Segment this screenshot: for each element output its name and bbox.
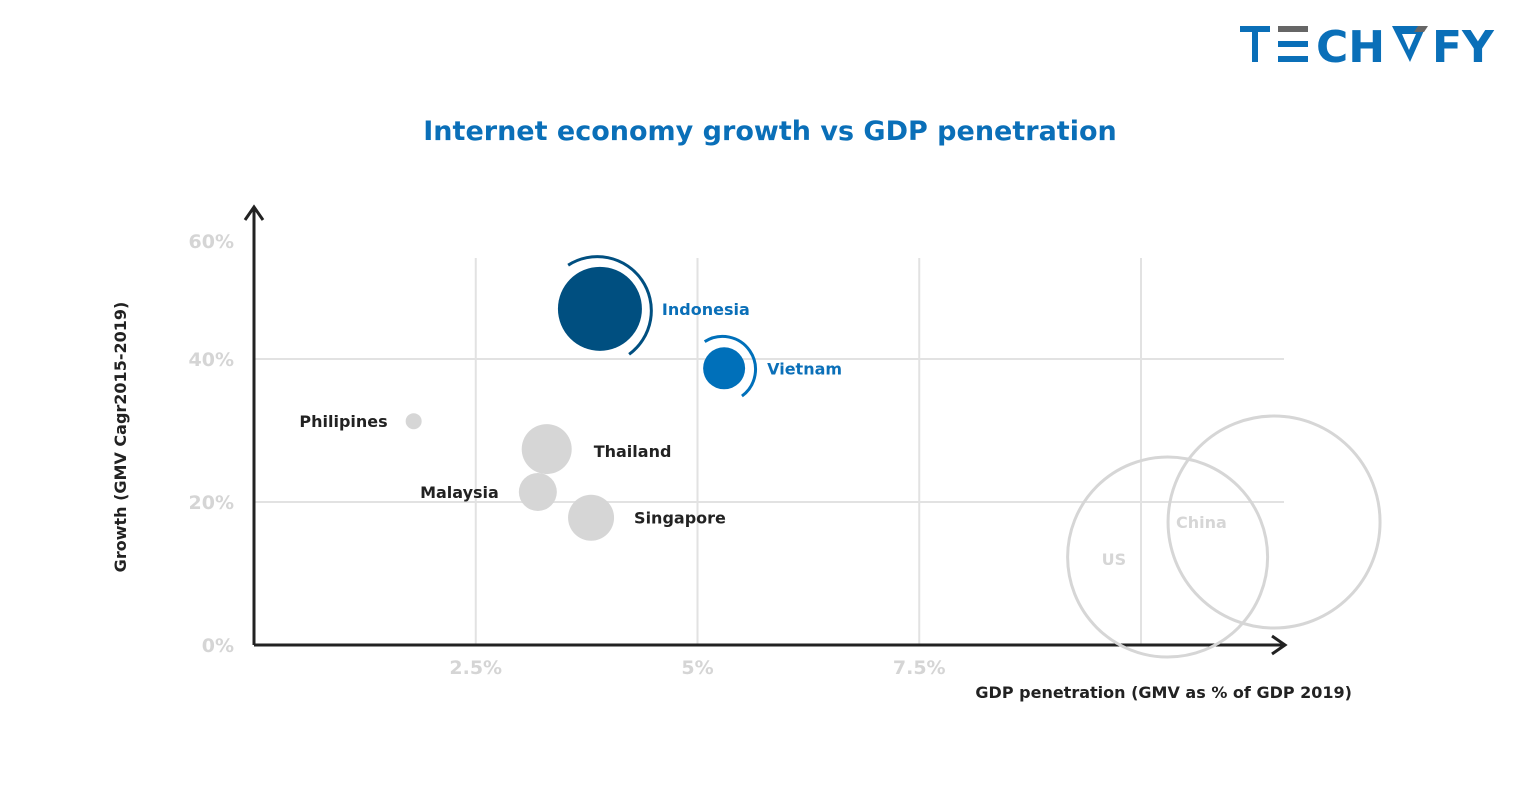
highlight-ring [703, 334, 757, 398]
y-tick-label: 0% [202, 635, 234, 657]
highlight-ring [567, 255, 653, 356]
bubble-singapore: Singapore [568, 494, 726, 541]
point-label: US [1102, 550, 1127, 569]
bubble-mark [1166, 414, 1382, 630]
techvfy-logo: CH FY [1240, 22, 1495, 64]
x-tick-label: 7.5% [893, 657, 946, 679]
bubble-china: China [1166, 414, 1382, 630]
x-tick-label: 5% [681, 657, 713, 679]
bubble-mark [405, 413, 422, 430]
bubble-philipines: Philipines [299, 412, 422, 431]
bubble-vietnam: Vietnam [703, 334, 842, 398]
bubble-mark [703, 347, 746, 390]
point-label: China [1176, 513, 1227, 532]
point-label: Vietnam [767, 359, 842, 378]
point-label: Malaysia [420, 483, 499, 502]
bubble-indonesia: Indonesia [557, 255, 750, 356]
svg-text:CH: CH [1316, 22, 1385, 64]
x-axis-label: GDP penetration (GMV as % of GDP 2019) [975, 683, 1352, 702]
svg-text:FY: FY [1432, 22, 1495, 64]
point-label: Thailand [594, 442, 672, 461]
x-tick-label: 2.5% [449, 657, 502, 679]
bubble-malaysia: Malaysia [420, 472, 557, 511]
chart-title: Internet economy growth vs GDP penetrati… [423, 116, 1117, 147]
y-tick-label: 40% [189, 349, 234, 371]
bubble-mark [518, 472, 557, 511]
bubble-mark [557, 266, 642, 351]
bubble-mark [521, 424, 572, 475]
point-label: Philipines [299, 412, 387, 431]
bubble-us: US [1066, 455, 1270, 659]
x-axis-arrow-icon [1271, 634, 1288, 656]
bubble-mark [568, 494, 615, 541]
y-axis-arrow-icon [243, 204, 265, 221]
point-label: Indonesia [662, 300, 750, 319]
y-tick-label: 20% [189, 492, 234, 514]
y-tick-label: 60% [189, 231, 234, 253]
point-label: Singapore [634, 509, 726, 528]
y-axis-label: Growth (GMV Cagr2015-2019) [111, 302, 130, 573]
bubble-thailand: Thailand [521, 424, 672, 475]
bubble-mark [1066, 455, 1270, 659]
